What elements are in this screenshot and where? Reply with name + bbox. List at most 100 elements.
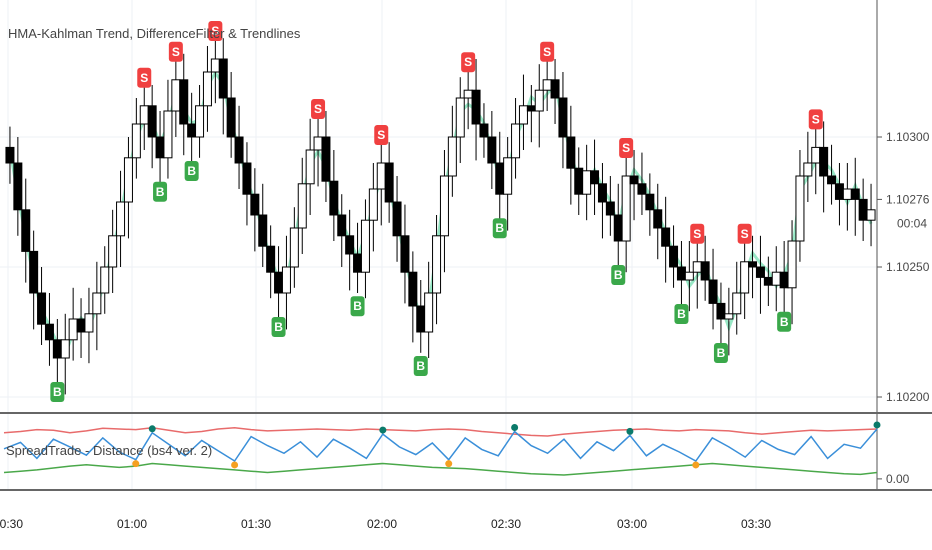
signal-label: S <box>314 102 322 116</box>
candle-body <box>297 183 307 229</box>
candle-body <box>13 162 23 211</box>
signal-label: B <box>156 185 165 199</box>
indicator-series <box>3 426 878 437</box>
candle-body <box>866 209 876 221</box>
candle-body <box>305 149 315 185</box>
signal-label: B <box>717 346 726 360</box>
sell-signal <box>808 109 823 130</box>
sell-signal <box>540 41 555 62</box>
candle-body <box>439 175 449 237</box>
candle-body <box>210 58 220 73</box>
x-tick-label: 02:30 <box>491 517 521 531</box>
signal-label: B <box>274 320 283 334</box>
candle-body <box>171 79 181 112</box>
indicator-series <box>3 462 878 476</box>
time-axis[interactable]: 00:30 01:00 01:30 02:00 02:30 03:00 03:30 <box>0 517 771 531</box>
x-tick-label: 03:00 <box>617 517 647 531</box>
candle-body <box>590 170 600 185</box>
candle-body <box>202 71 212 107</box>
sell-signal <box>374 125 389 145</box>
candle-body <box>139 105 149 125</box>
candle-body <box>155 136 165 159</box>
signal-label: S <box>464 55 472 69</box>
signal-label: B <box>495 221 504 235</box>
y-tick-label: 1.10250 <box>886 260 930 274</box>
candle-body <box>819 146 829 177</box>
candle-body <box>787 240 797 289</box>
sell-signal <box>737 223 752 244</box>
candle-body <box>250 193 260 216</box>
candle-body <box>511 123 521 159</box>
buy-signal <box>271 317 286 337</box>
candle-body <box>645 193 655 211</box>
signal-label: S <box>377 128 385 142</box>
candle-body <box>408 271 418 307</box>
candle-body <box>471 89 481 125</box>
candle-body <box>700 261 710 281</box>
candle-body <box>179 79 189 125</box>
candle-body <box>732 292 742 315</box>
candle-body <box>534 89 544 112</box>
candle-body <box>692 261 702 273</box>
price-axis: 1.10300 1.10250 1.10200 1.10276 00:04 <box>876 0 930 490</box>
indicator-trough-dot <box>692 461 700 469</box>
candle-body <box>740 261 750 294</box>
buy-signal <box>50 382 65 402</box>
candle-body <box>834 183 844 200</box>
candle-body <box>558 97 568 138</box>
candle-body <box>416 305 426 333</box>
candle-body <box>676 266 686 281</box>
candle-body <box>92 292 102 315</box>
candle-body <box>716 302 726 320</box>
candle-body <box>281 266 291 294</box>
signal-label: S <box>172 45 180 59</box>
candle-body <box>779 271 789 289</box>
candle-body <box>195 105 205 138</box>
candle-body <box>123 157 133 203</box>
candle-body <box>455 97 465 138</box>
candle-body <box>353 253 363 273</box>
indicator-title: SpreadTrade - Distance (bs4 ver. 2) <box>6 443 212 458</box>
signal-label: B <box>53 385 62 399</box>
chart-title: HMA-Kahlman Trend, DifferenceFilter & Tr… <box>8 26 301 41</box>
candle-body <box>368 188 378 221</box>
x-tick-label: 02:00 <box>367 517 397 531</box>
candle-body <box>29 250 39 294</box>
y-tick-label: 1.10300 <box>886 130 930 144</box>
candle-body <box>116 201 126 237</box>
candle-body <box>258 214 268 247</box>
buy-signal <box>674 304 689 324</box>
sell-signal <box>690 223 705 244</box>
candle-body <box>337 214 347 237</box>
candle-body <box>37 292 47 325</box>
signal-label: B <box>780 315 789 329</box>
x-tick-label: 03:30 <box>741 517 771 531</box>
signal-label: S <box>140 71 148 85</box>
price-marker-label: 1.10276 <box>886 192 930 206</box>
candle-body <box>392 201 402 237</box>
candle-body <box>763 276 773 286</box>
candle-body <box>503 157 513 195</box>
countdown-label: 00:04 <box>897 216 927 230</box>
candle-body <box>724 313 734 320</box>
candle-body <box>637 183 647 195</box>
candle-body <box>550 79 560 99</box>
candle-body <box>108 235 118 268</box>
candle-body <box>187 123 197 138</box>
candle-body <box>621 175 631 242</box>
buy-signal <box>350 296 365 317</box>
candle-body <box>289 227 299 268</box>
candle-body <box>629 175 639 185</box>
ind-tick-label: 0.00 <box>886 472 910 486</box>
signal-label: S <box>693 227 701 241</box>
candle-body <box>613 214 623 242</box>
candle-body <box>842 188 852 200</box>
signal-label: B <box>416 359 425 373</box>
candle-body <box>84 313 94 333</box>
candle-body <box>242 162 252 195</box>
candle-body <box>605 201 615 216</box>
sell-signal <box>311 99 326 119</box>
sell-signal <box>168 41 183 62</box>
buy-signal <box>777 311 792 332</box>
